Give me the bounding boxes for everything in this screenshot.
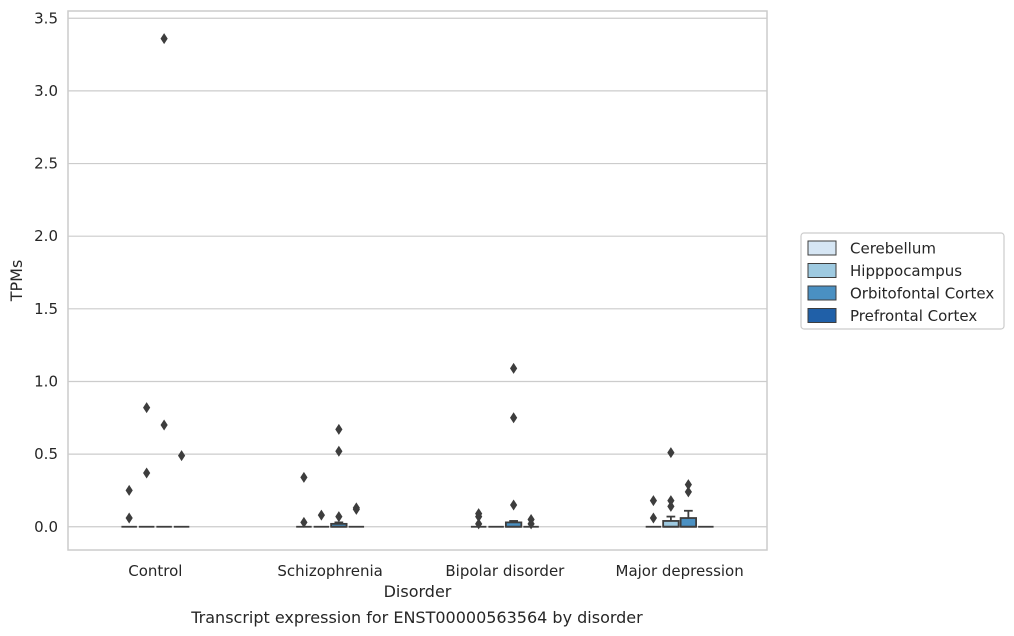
- legend-entry: Hipppocampus: [850, 262, 962, 280]
- y-axis-label: TPMs: [7, 260, 26, 303]
- outlier-point: [300, 516, 308, 528]
- legend-frame: [800, 232, 1005, 330]
- outlier-point: [649, 495, 658, 507]
- outlier-points: [125, 33, 692, 530]
- y-tick-label: 2.0: [34, 227, 58, 245]
- x-tick-label: Major depression: [616, 562, 744, 580]
- outlier-point: [143, 402, 151, 414]
- outlier-point: [684, 479, 692, 491]
- outlier-point: [667, 500, 675, 512]
- box-2-2: [504, 520, 523, 528]
- outlier-point: [510, 362, 518, 374]
- outlier-point: [335, 423, 343, 435]
- grid-lines: [68, 17, 767, 528]
- legend-entry: Cerebellum: [850, 240, 936, 258]
- x-axis-label: Disorder: [384, 582, 452, 601]
- plot-frame: [67, 10, 768, 551]
- outlier-point: [177, 450, 186, 462]
- outlier-point: [684, 486, 692, 498]
- x-tick-label: Schizophrenia: [277, 562, 382, 580]
- x-tick-label: Bipolar disorder: [445, 562, 565, 580]
- box-2-1: [330, 521, 348, 528]
- outlier-point: [143, 467, 151, 479]
- legend: Cerebellum Hipppocampus Orbitofontal Corte…: [800, 232, 1005, 330]
- outlier-point: [667, 447, 675, 459]
- y-tick-label: 0.5: [34, 445, 58, 463]
- chart-caption: Transcript expression for ENST0000056356…: [190, 608, 643, 627]
- outlier-point: [510, 412, 518, 424]
- outlier-point: [125, 512, 133, 524]
- y-tick-label: 1.0: [34, 372, 58, 390]
- box-plot-series: [121, 509, 714, 528]
- box-1-3: [662, 515, 680, 528]
- outlier-point: [317, 509, 325, 521]
- y-tick-label: 1.5: [34, 300, 58, 318]
- y-tick-label: 3.5: [34, 9, 58, 27]
- outlier-point: [300, 471, 308, 483]
- outlier-point: [510, 499, 518, 511]
- outlier-point: [527, 513, 535, 525]
- outlier-point: [160, 33, 168, 45]
- legend-swatch: [807, 240, 837, 256]
- outlier-point: [475, 508, 483, 520]
- legend-swatch: [807, 263, 837, 278]
- legend-entry: Prefrontal Cortex: [850, 307, 977, 325]
- outlier-point: [335, 445, 343, 457]
- y-tick-label: 3.0: [34, 82, 58, 100]
- outlier-point: [475, 518, 483, 530]
- outlier-point: [160, 419, 168, 431]
- outlier-point: [667, 495, 675, 507]
- legend-swatch: [807, 285, 837, 301]
- legend-swatch: [807, 308, 837, 323]
- legend-entry: Orbitofontal Cortex: [850, 285, 994, 303]
- y-tick-labels: 0.0 0.5 1.0 1.5 2.0 2.5 3.0 3.5: [34, 9, 58, 535]
- outlier-point: [649, 512, 658, 524]
- outlier-point: [125, 484, 133, 496]
- box-body: [679, 517, 698, 528]
- outlier-point: [352, 502, 360, 514]
- box-2-3: [679, 509, 698, 528]
- outlier-point: [335, 511, 343, 523]
- y-tick-label: 2.5: [34, 155, 58, 173]
- y-tick-label: 0.0: [34, 518, 58, 536]
- x-tick-label: Control: [128, 562, 182, 580]
- x-tick-labels: Control Schizophrenia Bipolar disorder Majo…: [128, 562, 743, 580]
